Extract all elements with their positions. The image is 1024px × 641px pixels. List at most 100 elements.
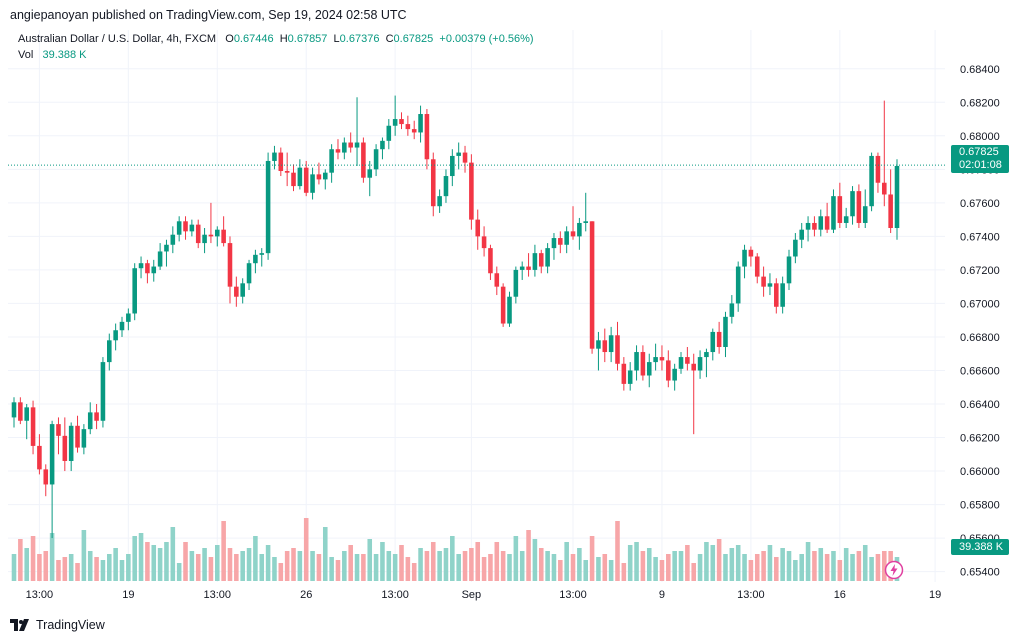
candle-body (164, 244, 169, 252)
candle-body (291, 172, 296, 187)
volume-bar (653, 557, 658, 581)
price-tick: 0.67200 (960, 265, 1000, 277)
candle-body (183, 221, 188, 232)
candle-body (494, 273, 500, 287)
volume-bar (526, 530, 531, 581)
candle-body (335, 149, 341, 153)
time-axis: 13:00 19 13:00 26 13:00 Sep 13:00 9 13:00 16 19 (26, 589, 942, 601)
volume-bar (56, 560, 61, 581)
candle-body (342, 142, 347, 153)
volume-bar (284, 551, 290, 581)
price-tick: 0.66200 (960, 433, 1000, 445)
volume-bar (793, 560, 798, 581)
candles (11, 95, 900, 539)
candle-body (265, 160, 271, 254)
volume-bar (310, 551, 315, 581)
volume-bar (342, 551, 347, 581)
candle-body (132, 268, 137, 314)
volume-bar (100, 560, 106, 581)
volume-bar (475, 542, 481, 581)
symbol-title[interactable]: Australian Dollar / U.S. Dollar, 4h, FXC… (18, 33, 217, 45)
candle-body (145, 263, 150, 274)
candle-body (850, 191, 855, 217)
volume-bar (189, 551, 195, 581)
last-price-value: 0.67825 (959, 146, 999, 158)
candle-body (526, 266, 531, 270)
candle-body (462, 152, 468, 163)
bar-countdown: 02:01:08 (959, 159, 1002, 171)
candle-body (621, 363, 627, 384)
lightning-icon[interactable] (884, 560, 904, 580)
candle-body (354, 142, 360, 148)
volume-bar (666, 554, 671, 581)
candle-body (691, 363, 697, 371)
vol-label[interactable]: Vol (18, 49, 34, 61)
volume-bar (843, 548, 849, 581)
candle-body (367, 169, 373, 178)
volume-bar (157, 548, 163, 581)
candle-body (373, 149, 379, 170)
volume-bar (329, 557, 334, 581)
candle-body (11, 402, 17, 418)
volume-bar (532, 539, 538, 581)
low-value: 0.67376 (339, 33, 380, 45)
candle-body (170, 234, 176, 245)
volume-bar (11, 554, 17, 581)
volume-bar (316, 554, 322, 581)
volume-bar (126, 554, 131, 581)
volume-bar (729, 548, 735, 581)
volume-bar (564, 542, 569, 581)
volume-bar (107, 554, 112, 581)
open-value: 0.67446 (233, 33, 274, 45)
candle-body (246, 263, 252, 284)
candle-body (316, 174, 322, 180)
candle-body (672, 368, 677, 381)
volume-bar (634, 542, 639, 581)
candle-body (735, 266, 741, 304)
candle-body (189, 224, 195, 232)
candle-body (818, 216, 824, 230)
volume-bar (195, 554, 201, 581)
volume-bar (348, 545, 353, 581)
candle-body (545, 248, 550, 267)
price-tick: 0.66600 (960, 365, 1000, 377)
candle-body (100, 362, 106, 421)
price-tick: 0.65800 (960, 500, 1000, 512)
candle-body (113, 330, 118, 341)
candle-body (240, 283, 245, 297)
volume-bar (538, 548, 544, 581)
volume-bar (462, 551, 468, 581)
volume-bar (716, 539, 722, 581)
candle-body (678, 357, 684, 369)
candle-body (602, 340, 608, 353)
price-tick: 0.67400 (960, 231, 1000, 243)
tradingview-brand[interactable]: TradingView (10, 618, 105, 632)
volume-bar (291, 548, 296, 581)
candle-body (208, 234, 214, 237)
candle-body (729, 303, 735, 317)
candle-body (704, 352, 709, 358)
time-tick: 19 (929, 589, 941, 601)
grid (8, 30, 945, 582)
candle-body (43, 469, 49, 485)
candle-body (551, 238, 557, 249)
volume-bar (754, 554, 760, 581)
volume-legend: Vol 39.388 K (18, 49, 87, 61)
candle-body (386, 125, 392, 141)
volume-bar (208, 557, 214, 581)
candle-body (430, 159, 436, 207)
volume-bar (627, 545, 633, 581)
volume-bar (164, 542, 169, 581)
volume-bar (767, 545, 773, 581)
volume-bar (570, 554, 576, 581)
publisher-line: angiepanoyan published on TradingView.co… (10, 8, 407, 22)
volume-bar (862, 545, 868, 581)
candle-body (303, 167, 309, 193)
volume-bar (202, 548, 207, 581)
volume-bar (837, 560, 843, 581)
candle-body (685, 357, 690, 364)
volume-bar (856, 551, 862, 581)
volume-bar (583, 560, 589, 581)
volume-bar (214, 545, 220, 581)
